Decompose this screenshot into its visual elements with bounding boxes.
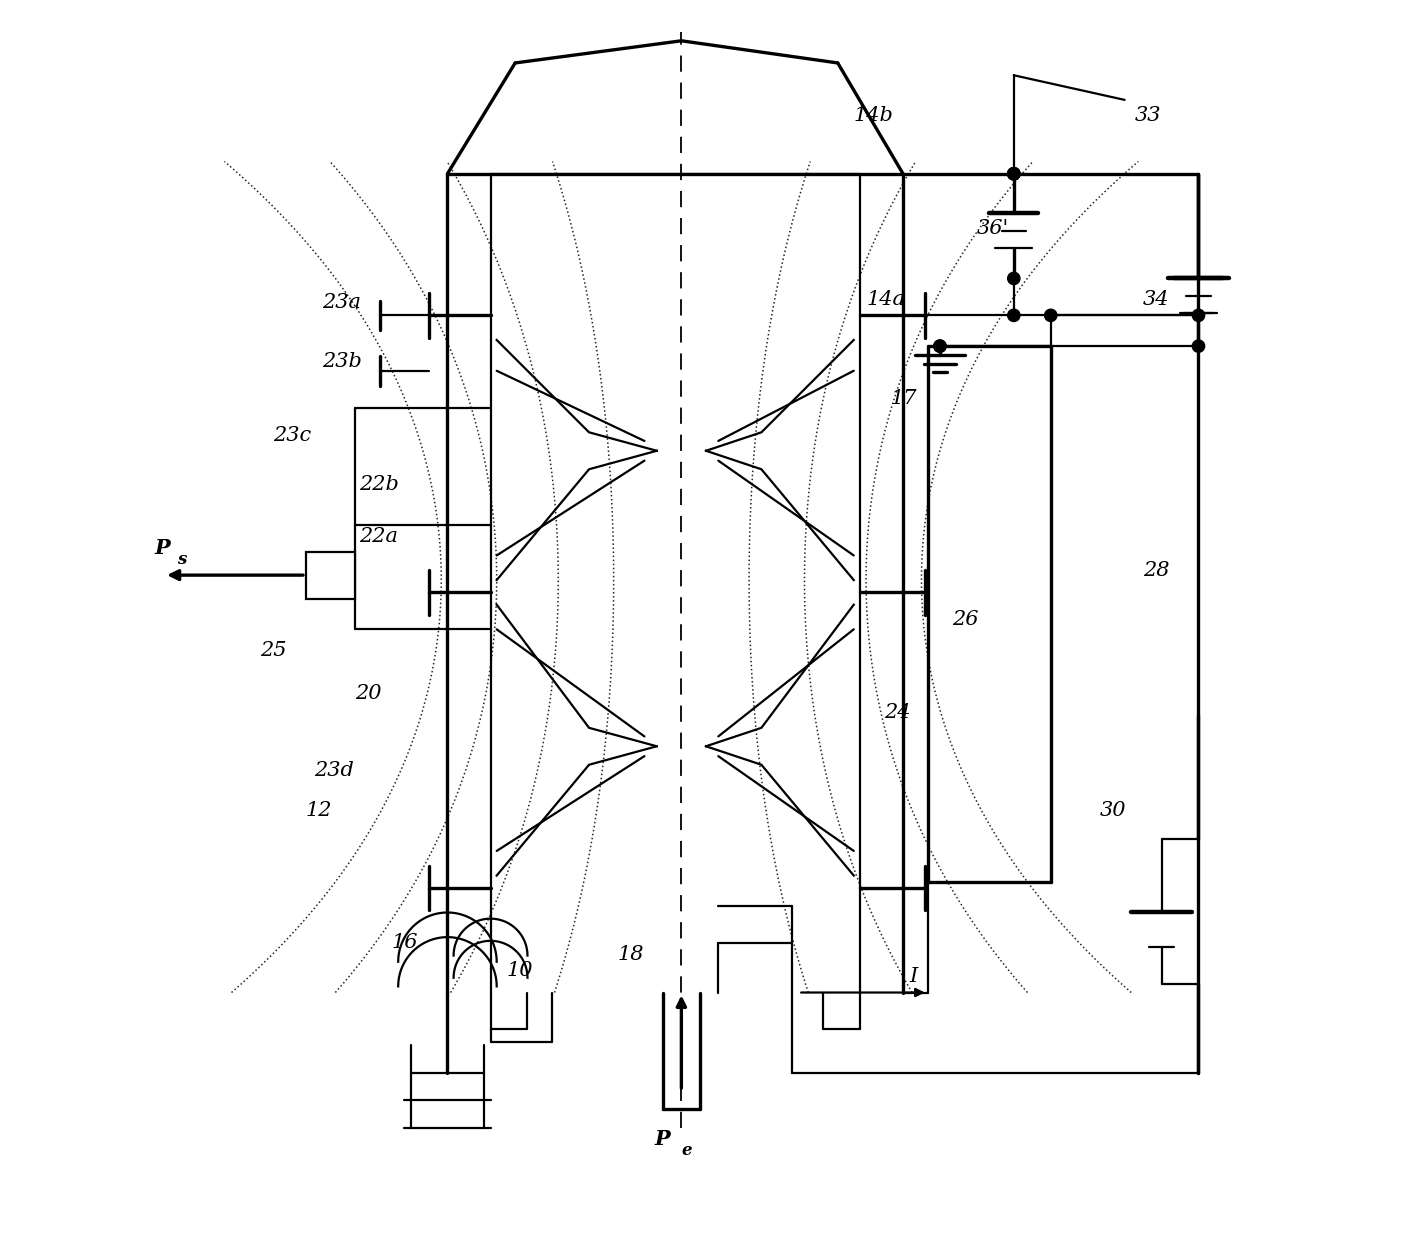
Text: 26: 26 — [952, 611, 979, 629]
Text: 22b: 22b — [359, 475, 398, 494]
Text: e: e — [682, 1141, 692, 1159]
Text: 23a: 23a — [322, 292, 361, 312]
Text: 30: 30 — [1100, 801, 1127, 821]
Text: 23c: 23c — [273, 426, 311, 444]
Circle shape — [1008, 168, 1019, 180]
Circle shape — [1192, 310, 1204, 322]
Bar — [306, 552, 354, 598]
Text: 20: 20 — [354, 684, 381, 703]
Text: 33: 33 — [1134, 106, 1161, 125]
Circle shape — [1008, 168, 1019, 180]
Circle shape — [1192, 341, 1204, 352]
Text: 10: 10 — [507, 961, 534, 980]
Circle shape — [933, 341, 946, 352]
Circle shape — [1045, 310, 1058, 322]
Text: 14a: 14a — [866, 290, 905, 310]
Text: 25: 25 — [260, 642, 287, 660]
Circle shape — [933, 341, 946, 352]
Text: 22a: 22a — [359, 527, 398, 545]
Text: 14b: 14b — [854, 106, 894, 125]
Text: I: I — [909, 967, 918, 986]
Text: 18: 18 — [617, 945, 644, 964]
Circle shape — [1008, 273, 1019, 285]
Text: s: s — [176, 550, 186, 568]
Text: 23d: 23d — [315, 760, 354, 780]
Text: P: P — [654, 1129, 671, 1149]
Text: 28: 28 — [1144, 561, 1169, 580]
Circle shape — [1008, 168, 1019, 180]
Text: 24: 24 — [884, 702, 911, 722]
Text: 36': 36' — [977, 218, 1010, 238]
Text: 12: 12 — [306, 801, 332, 821]
Text: 16: 16 — [393, 933, 418, 951]
Circle shape — [1008, 310, 1019, 322]
Text: 34: 34 — [1144, 290, 1169, 310]
Text: 23b: 23b — [322, 352, 361, 370]
Text: P: P — [154, 538, 171, 558]
Text: 17: 17 — [891, 389, 918, 407]
